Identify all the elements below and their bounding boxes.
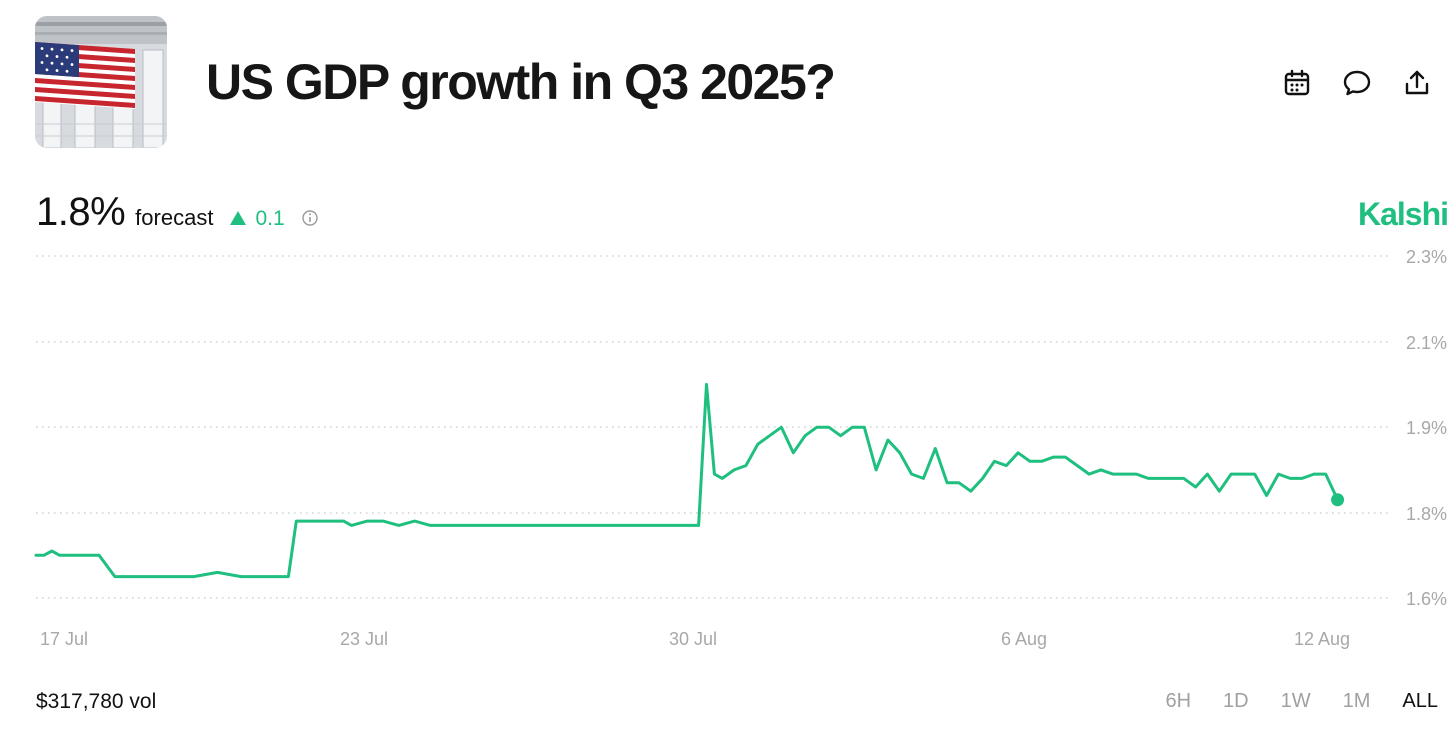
y-tick-label: 1.8% xyxy=(1406,504,1447,524)
forecast-change-value: 0.1 xyxy=(255,207,285,230)
info-button[interactable] xyxy=(301,209,319,232)
y-tick-label: 2.1% xyxy=(1406,333,1447,353)
share-button[interactable] xyxy=(1398,64,1436,102)
range-1w[interactable]: 1W xyxy=(1280,690,1311,712)
forecast-change: 0.1 xyxy=(229,207,285,231)
market-thumbnail xyxy=(35,16,167,148)
forecast-chart: 2.3% 2.1% 1.9% 1.8% 1.6% 17 Jul 23 Jul 30 Jul 6 … xyxy=(34,247,1447,649)
calendar-button[interactable] xyxy=(1278,64,1316,102)
x-tick-label: 17 Jul xyxy=(40,629,88,649)
range-1m[interactable]: 1M xyxy=(1342,690,1371,712)
x-tick-label: 6 Aug xyxy=(1001,629,1047,649)
share-icon xyxy=(1405,70,1429,95)
y-tick-label: 1.6% xyxy=(1406,589,1447,609)
range-1d[interactable]: 1D xyxy=(1223,690,1249,712)
comment-button[interactable] xyxy=(1338,64,1376,102)
forecast-label: forecast xyxy=(135,205,214,230)
y-tick-label: 1.9% xyxy=(1406,418,1447,438)
comment-icon xyxy=(1343,70,1371,96)
us-flag-building-image xyxy=(35,16,167,148)
latest-point-marker[interactable] xyxy=(1331,493,1345,507)
calendar-icon xyxy=(1284,69,1310,96)
volume-label: $317,780 vol xyxy=(36,690,157,713)
y-tick-label: 2.3% xyxy=(1406,247,1447,267)
header-actions xyxy=(1278,64,1436,102)
forecast-value: 1.8% xyxy=(36,190,126,234)
range-6h[interactable]: 6H xyxy=(1165,690,1192,712)
info-icon xyxy=(301,210,318,226)
x-tick-label: 12 Aug xyxy=(1294,629,1350,649)
forecast-series-line xyxy=(34,382,1340,579)
x-tick-label: 30 Jul xyxy=(669,629,717,649)
time-range-selector: 6H 1D 1W 1M ALL xyxy=(1165,690,1438,713)
brand-logo: Kalshi xyxy=(1357,196,1449,232)
market-title: US GDP growth in Q3 2025? xyxy=(206,54,836,110)
triangle-up-icon xyxy=(230,211,247,225)
range-all[interactable]: ALL xyxy=(1402,690,1438,712)
x-tick-label: 23 Jul xyxy=(340,629,388,649)
forecast-summary: 1.8% forecast 0.1 xyxy=(36,190,319,240)
